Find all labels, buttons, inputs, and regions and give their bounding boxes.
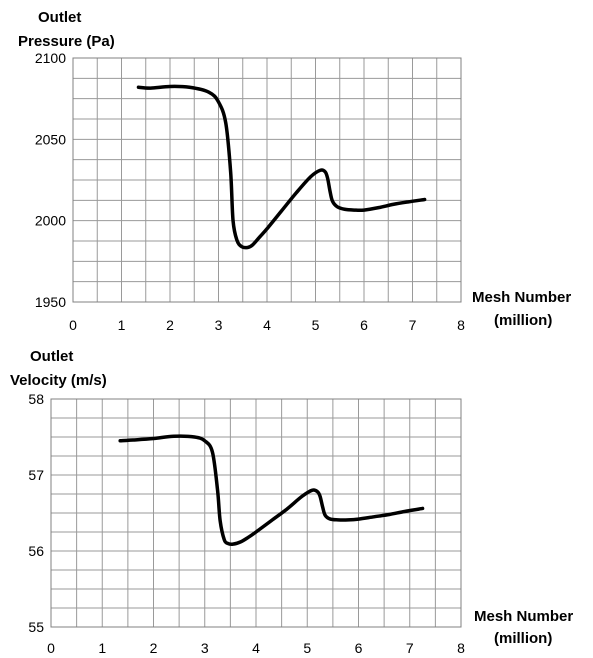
pressure-x-tick-label: 1 <box>118 317 126 333</box>
velocity-y-tick-label: 58 <box>28 391 44 407</box>
velocity-x-tick-label: 4 <box>252 640 260 656</box>
velocity-x-tick-label: 2 <box>150 640 158 656</box>
pressure-x-tick-label: 0 <box>69 317 77 333</box>
velocity-y-axis-label-line1: Outlet <box>30 348 73 365</box>
pressure-y-tick-label: 2050 <box>35 131 66 147</box>
pressure-y-axis-label-line1: Outlet <box>38 9 81 26</box>
velocity-y-axis-label-line2: Velocity (m/s) <box>10 372 107 389</box>
velocity-x-tick-label: 6 <box>355 640 363 656</box>
pressure-y-axis-label-line2: Pressure (Pa) <box>18 33 115 50</box>
velocity-x-ticks: 0 1 2 3 4 5 6 7 8 <box>47 640 465 656</box>
velocity-series-line <box>118 434 425 547</box>
pressure-x-tick-label: 6 <box>360 317 368 333</box>
pressure-x-tick-label: 3 <box>215 317 223 333</box>
pressure-series-line <box>136 84 427 250</box>
pressure-gridlines <box>73 58 461 302</box>
velocity-y-tick-label: 57 <box>28 467 44 483</box>
velocity-x-tick-label: 5 <box>303 640 311 656</box>
pressure-y-tick-label: 2100 <box>35 50 66 66</box>
velocity-plot-area <box>50 398 462 628</box>
velocity-x-tick-label: 0 <box>47 640 55 656</box>
pressure-y-tick-label: 2000 <box>35 213 66 229</box>
velocity-x-axis-label-line2: (million) <box>494 630 552 647</box>
velocity-x-tick-label: 3 <box>201 640 209 656</box>
pressure-x-ticks: 0 1 2 3 4 5 6 7 8 <box>69 317 465 333</box>
pressure-chart: Outlet Pressure (Pa) 2100 2050 2000 1950 0 1… <box>18 9 571 333</box>
pressure-y-ticks: 2100 2050 2000 1950 <box>35 50 66 310</box>
pressure-x-tick-label: 5 <box>312 317 320 333</box>
velocity-x-tick-label: 7 <box>406 640 414 656</box>
pressure-x-tick-label: 4 <box>263 317 271 333</box>
velocity-x-tick-label: 8 <box>457 640 465 656</box>
velocity-x-axis-label-line1: Mesh Number <box>474 608 573 625</box>
velocity-y-tick-label: 55 <box>28 619 44 635</box>
pressure-x-tick-label: 8 <box>457 317 465 333</box>
pressure-x-tick-label: 7 <box>409 317 417 333</box>
pressure-x-axis-label-line1: Mesh Number <box>472 289 571 306</box>
pressure-x-axis-label-line2: (million) <box>494 312 552 329</box>
pressure-plot-area <box>72 57 462 303</box>
velocity-x-tick-label: 1 <box>98 640 106 656</box>
velocity-y-ticks: 58 57 56 55 <box>28 391 44 635</box>
pressure-x-tick-label: 2 <box>166 317 174 333</box>
velocity-y-tick-label: 56 <box>28 543 44 559</box>
pressure-y-tick-label: 1950 <box>35 294 66 310</box>
